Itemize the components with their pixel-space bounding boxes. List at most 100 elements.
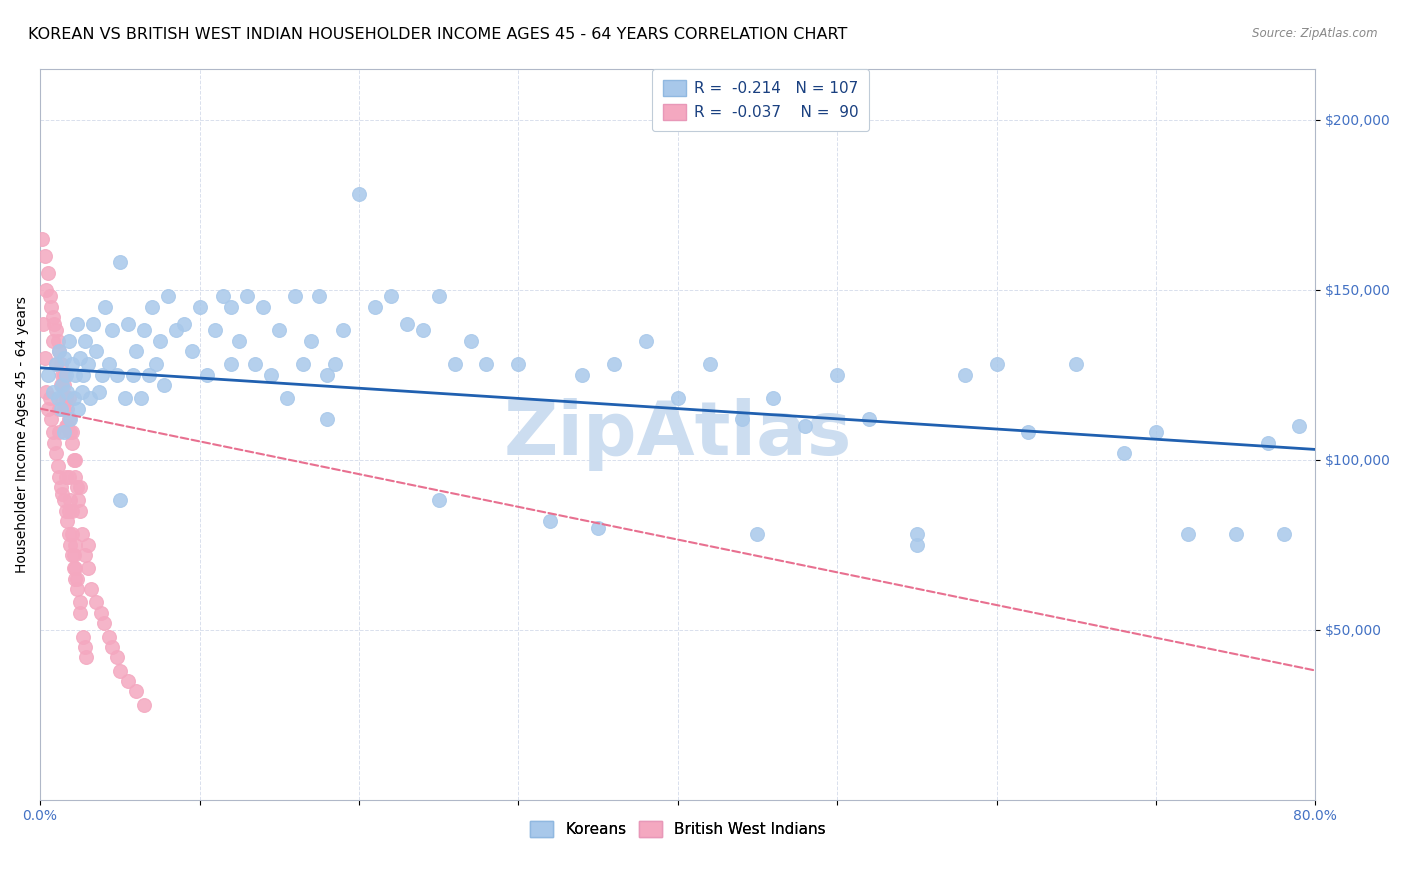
- Point: [221, 358, 243, 372]
- Point: [53, 351, 76, 365]
- Point: [73, 548, 96, 562]
- Point: [46, 392, 69, 406]
- Point: [145, 358, 167, 372]
- Point: [51, 392, 73, 406]
- Point: [105, 368, 128, 382]
- Point: [63, 538, 86, 552]
- Point: [94, 300, 117, 314]
- Point: [412, 323, 434, 337]
- Point: [42, 384, 65, 399]
- Point: [48, 401, 70, 416]
- Point: [427, 289, 450, 303]
- Point: [48, 343, 70, 358]
- Point: [84, 595, 107, 609]
- Point: [66, 480, 89, 494]
- Point: [105, 649, 128, 664]
- Point: [269, 323, 291, 337]
- Point: [858, 412, 880, 426]
- Point: [1144, 425, 1167, 440]
- Point: [35, 283, 58, 297]
- Point: [347, 187, 370, 202]
- Point: [634, 334, 657, 348]
- Point: [51, 368, 73, 382]
- Point: [228, 334, 250, 348]
- Point: [188, 300, 211, 314]
- Point: [395, 317, 418, 331]
- Point: [204, 323, 226, 337]
- Y-axis label: Householder Income Ages 45 - 64 years: Householder Income Ages 45 - 64 years: [15, 296, 30, 573]
- Point: [63, 452, 86, 467]
- Point: [60, 435, 83, 450]
- Legend: Koreans, British West Indians: Koreans, British West Indians: [524, 814, 831, 843]
- Point: [39, 412, 62, 426]
- Point: [125, 343, 148, 358]
- Point: [93, 615, 115, 630]
- Point: [58, 527, 80, 541]
- Point: [56, 418, 79, 433]
- Point: [747, 527, 769, 541]
- Point: [70, 384, 93, 399]
- Point: [586, 521, 609, 535]
- Point: [37, 401, 59, 416]
- Point: [62, 392, 84, 406]
- Point: [34, 351, 56, 365]
- Point: [1272, 527, 1295, 541]
- Point: [77, 358, 100, 372]
- Point: [141, 300, 163, 314]
- Point: [1064, 358, 1087, 372]
- Point: [82, 317, 104, 331]
- Point: [180, 343, 202, 358]
- Point: [132, 698, 155, 712]
- Point: [55, 503, 77, 517]
- Point: [284, 289, 307, 303]
- Point: [53, 368, 76, 382]
- Point: [149, 334, 172, 348]
- Point: [475, 358, 498, 372]
- Point: [165, 323, 187, 337]
- Point: [60, 425, 83, 440]
- Point: [35, 384, 58, 399]
- Point: [1017, 425, 1039, 440]
- Point: [49, 358, 72, 372]
- Point: [73, 334, 96, 348]
- Point: [173, 317, 195, 331]
- Point: [153, 377, 176, 392]
- Point: [59, 538, 82, 552]
- Point: [80, 582, 103, 596]
- Point: [121, 368, 143, 382]
- Point: [58, 469, 80, 483]
- Point: [69, 480, 91, 494]
- Point: [62, 548, 84, 562]
- Point: [1114, 446, 1136, 460]
- Point: [55, 392, 77, 406]
- Point: [117, 673, 139, 688]
- Point: [108, 255, 131, 269]
- Point: [55, 368, 77, 382]
- Point: [132, 323, 155, 337]
- Point: [260, 368, 283, 382]
- Point: [39, 300, 62, 314]
- Point: [46, 334, 69, 348]
- Point: [308, 289, 330, 303]
- Point: [794, 418, 817, 433]
- Point: [97, 358, 120, 372]
- Point: [60, 527, 83, 541]
- Point: [53, 425, 76, 440]
- Point: [51, 486, 73, 500]
- Point: [905, 527, 928, 541]
- Point: [67, 401, 90, 416]
- Point: [56, 514, 79, 528]
- Point: [699, 358, 721, 372]
- Point: [986, 358, 1008, 372]
- Point: [49, 401, 72, 416]
- Point: [316, 412, 339, 426]
- Point: [60, 548, 83, 562]
- Point: [59, 493, 82, 508]
- Point: [129, 392, 152, 406]
- Point: [58, 503, 80, 517]
- Point: [59, 412, 82, 426]
- Point: [825, 368, 848, 382]
- Point: [508, 358, 530, 372]
- Point: [87, 384, 110, 399]
- Point: [762, 392, 785, 406]
